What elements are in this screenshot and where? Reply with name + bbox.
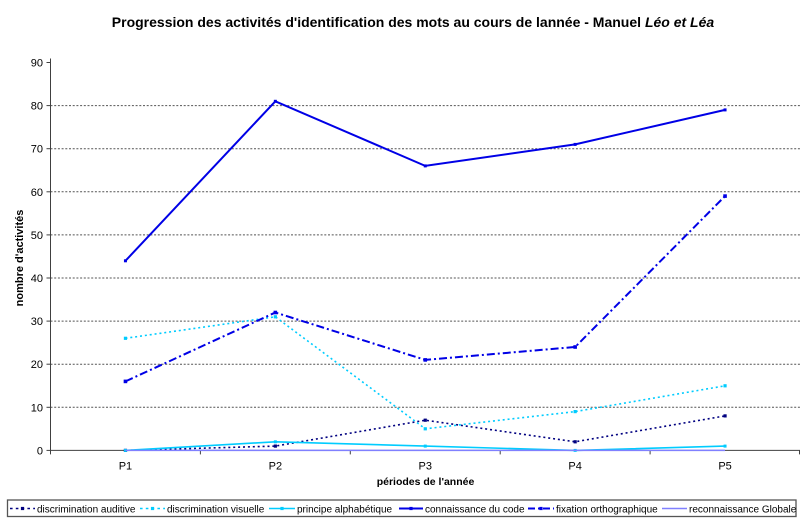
svg-text:connaissance du code: connaissance du code bbox=[425, 505, 525, 516]
svg-text:90: 90 bbox=[31, 58, 43, 70]
svg-text:70: 70 bbox=[31, 144, 43, 156]
svg-text:fixation orthographique: fixation orthographique bbox=[556, 505, 658, 516]
svg-text:80: 80 bbox=[31, 101, 43, 113]
svg-text:60: 60 bbox=[31, 187, 43, 199]
svg-text:discrimination auditive: discrimination auditive bbox=[37, 505, 136, 516]
svg-text:Progression des activités d'id: Progression des activités d'identificati… bbox=[112, 14, 715, 30]
svg-text:P3: P3 bbox=[419, 461, 432, 473]
svg-text:reconnaissance Globale: reconnaissance Globale bbox=[689, 505, 797, 516]
svg-text:périodes de l'année: périodes de l'année bbox=[377, 476, 475, 488]
svg-text:30: 30 bbox=[31, 316, 43, 328]
svg-text:P2: P2 bbox=[269, 461, 282, 473]
svg-text:20: 20 bbox=[31, 359, 43, 371]
svg-text:P4: P4 bbox=[568, 461, 581, 473]
svg-text:principe alphabétique: principe alphabétique bbox=[297, 505, 393, 516]
svg-text:0: 0 bbox=[37, 445, 43, 457]
svg-text:10: 10 bbox=[31, 402, 43, 414]
svg-text:nombre d'activités: nombre d'activités bbox=[14, 210, 26, 307]
svg-text:50: 50 bbox=[31, 230, 43, 242]
svg-text:discrimination visuelle: discrimination visuelle bbox=[167, 505, 265, 516]
svg-text:40: 40 bbox=[31, 273, 43, 285]
svg-text:P1: P1 bbox=[119, 461, 132, 473]
svg-text:P5: P5 bbox=[718, 461, 731, 473]
